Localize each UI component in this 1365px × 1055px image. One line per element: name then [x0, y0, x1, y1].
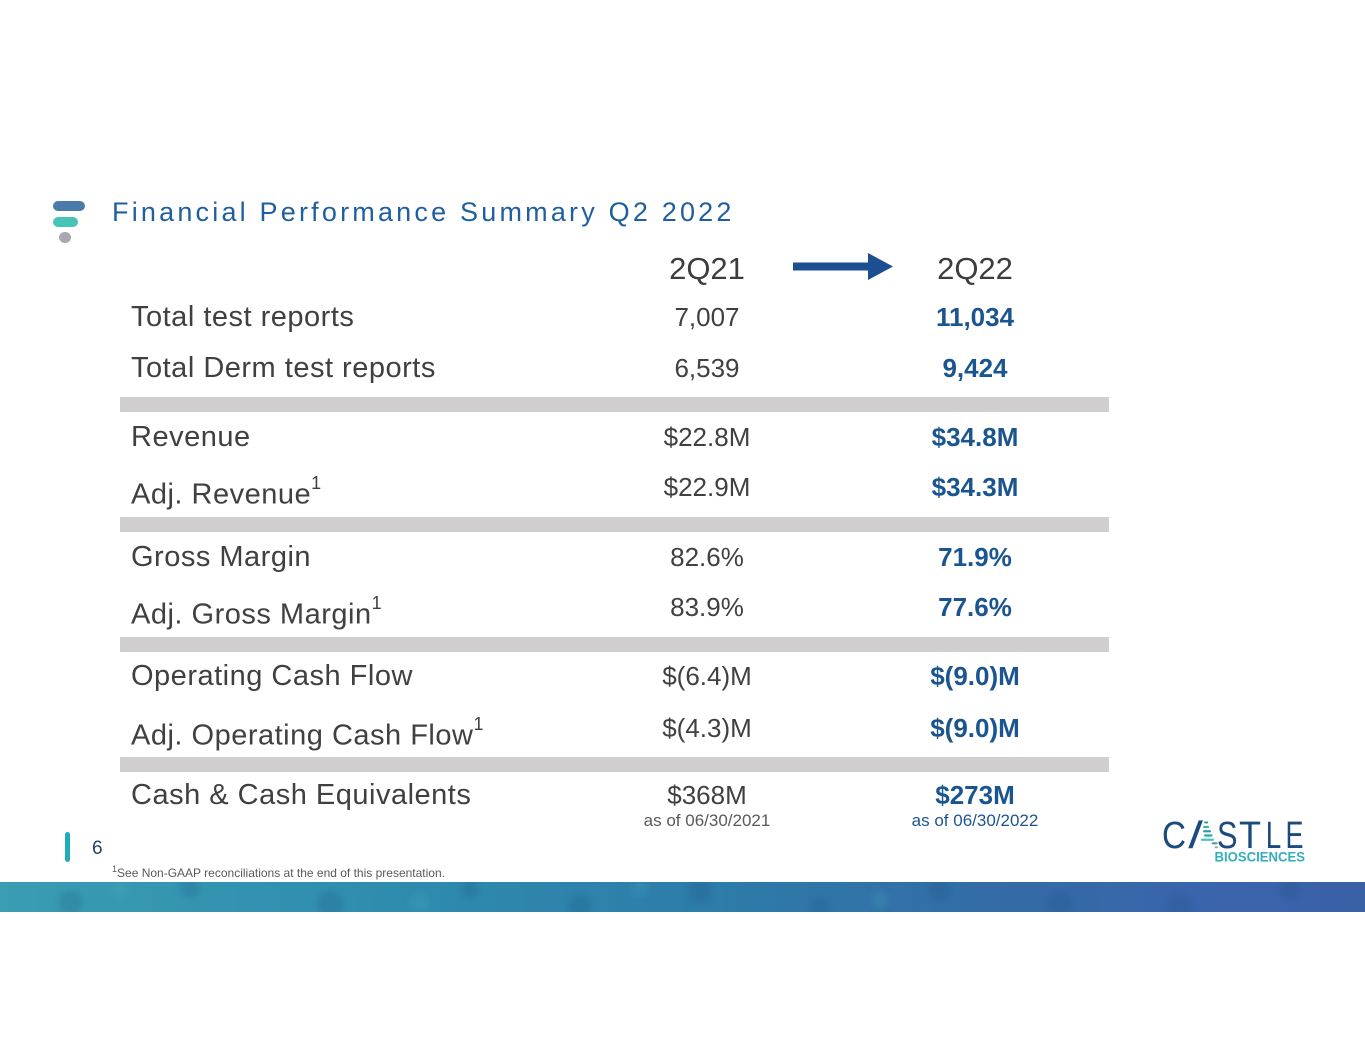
svg-text:C: C	[1162, 815, 1186, 857]
svg-text:BIOSCIENCES: BIOSCIENCES	[1215, 849, 1306, 865]
svg-text:T: T	[1239, 815, 1261, 857]
svg-text:L: L	[1266, 815, 1282, 857]
svg-text:E: E	[1286, 815, 1304, 857]
svg-text:S: S	[1217, 815, 1238, 857]
